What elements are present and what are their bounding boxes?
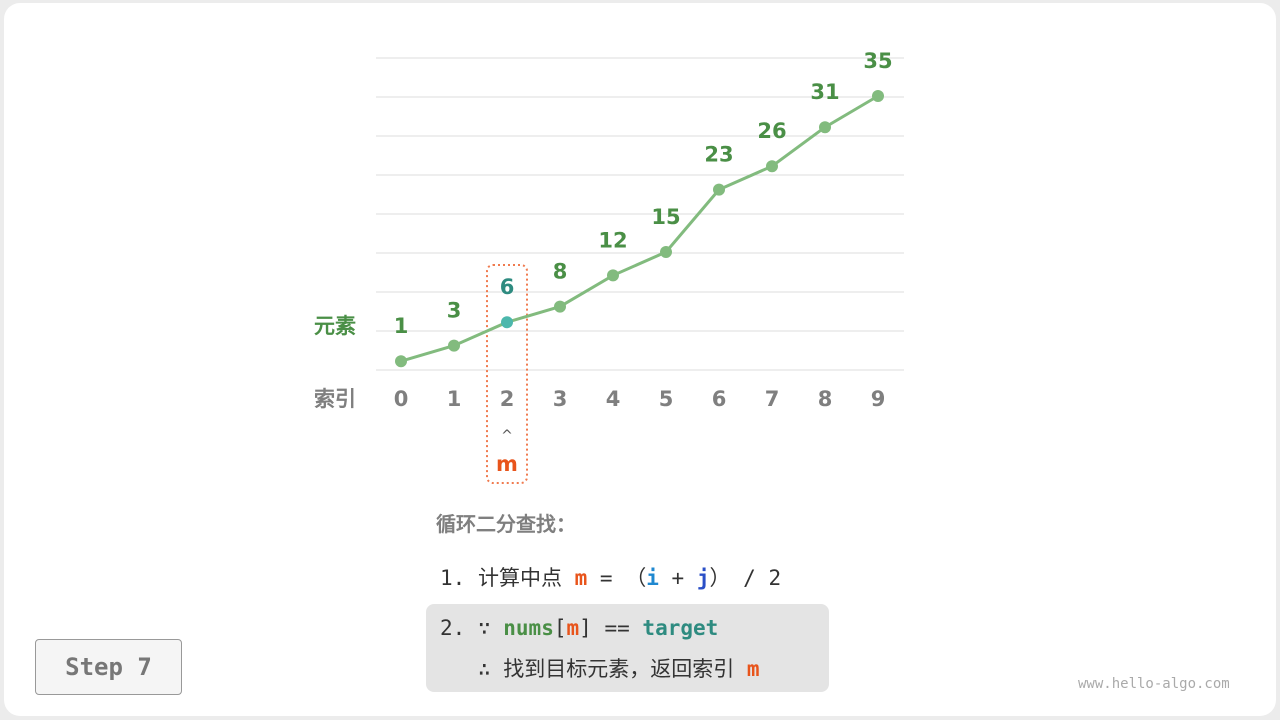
value-point [448,339,460,352]
step-button[interactable]: Step 7 [35,639,182,695]
highlight-box [486,264,528,484]
value-point [872,90,884,102]
index-label: 5 [659,387,674,411]
index-label: 4 [606,387,621,411]
row-label-indices: 索引 [314,387,356,411]
value-label: 35 [863,49,892,73]
value-point [819,121,831,134]
index-label: 9 [871,387,886,411]
var-m: m [746,657,760,681]
var-j: j [696,566,710,590]
var-m: m [566,616,580,640]
value-point [501,316,513,329]
step1-line: 1. 计算中点 m = （i + j） / 2 [440,562,781,592]
value-label: 1 [394,314,409,338]
step2-conclusion: ∴ 找到目标元素，返回索引 m [440,653,760,683]
value-label: 3 [447,299,462,323]
value-point [554,300,566,313]
value-label: 26 [757,119,786,143]
paren-right: ） [709,566,731,590]
row-label-elements: 元素 [314,314,356,338]
value-point [713,183,725,196]
equals: = [599,566,613,590]
therefore-symbol: ∴ [477,657,491,681]
explanation-title: 循环二分查找： [436,512,576,536]
value-label: 23 [704,143,733,167]
value-label: 6 [500,275,515,299]
paren-left: （ [625,566,647,590]
var-m: m [574,566,588,590]
value-label: 15 [651,205,680,229]
index-label: 2 [500,387,515,411]
equals-equals: == [604,616,630,640]
index-label: 1 [447,387,462,411]
value-label: 12 [598,228,627,252]
step1-number: 1. [440,566,466,590]
value-point [395,355,407,368]
index-label: 0 [394,387,409,411]
bracket-right: ] [579,616,592,640]
value-label: 8 [553,260,568,284]
value-point [660,246,672,258]
step2-number: 2. [440,616,466,640]
divide-two: / 2 [743,566,782,590]
index-label: 6 [712,387,727,411]
pointer-arrow-icon: ^ [501,428,513,444]
var-i: i [646,566,659,590]
because-symbol: ∵ [477,616,491,640]
var-nums: nums [503,616,554,640]
value-line [400,94,879,363]
plus: + [671,566,685,590]
pointer-label-m: m [496,452,518,476]
bracket-left: [ [553,616,567,640]
watermark: www.hello-algo.com [1078,676,1230,692]
index-label: 8 [818,387,833,411]
var-target: target [642,616,719,640]
index-label: 3 [553,387,568,411]
step1-text: 计算中点 [477,566,562,590]
value-point [607,269,619,282]
value-point [766,160,778,173]
canvas [4,3,1276,716]
step2-highlight-box [426,604,829,692]
conclusion-text: 找到目标元素，返回索引 [503,657,735,681]
value-label: 31 [810,80,839,104]
index-label: 7 [765,387,780,411]
step2-line: 2. ∵ nums[m] == target [440,616,718,640]
